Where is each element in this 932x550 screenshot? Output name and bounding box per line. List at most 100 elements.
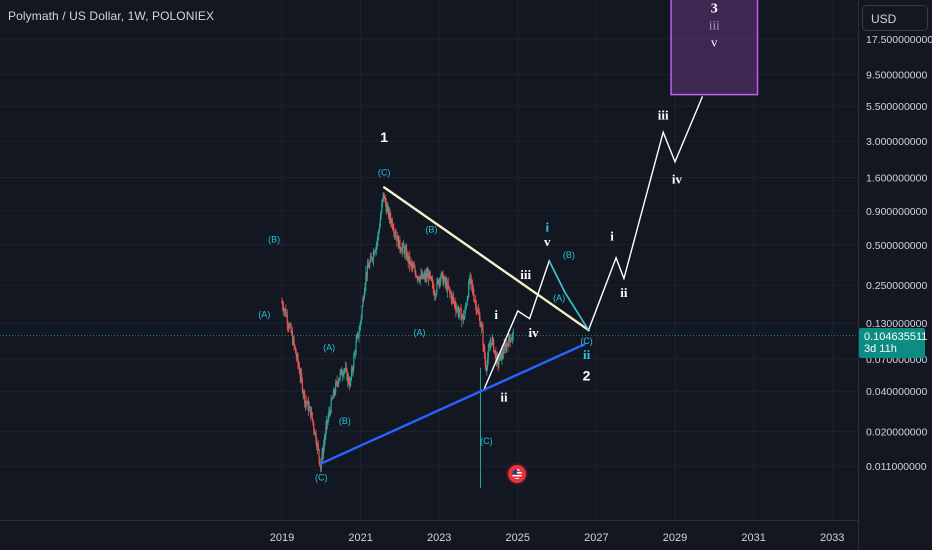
candle-body: [367, 264, 369, 267]
candle-body: [293, 338, 295, 346]
candle-body: [369, 262, 371, 268]
candle-body: [300, 373, 302, 377]
candle-body: [346, 369, 348, 381]
candle-body: [437, 280, 439, 282]
candle-body: [481, 324, 483, 330]
candle-body: [497, 358, 499, 365]
candle-body: [288, 325, 291, 328]
us-flag-event-icon[interactable]: [506, 463, 528, 485]
candle-body: [415, 276, 418, 278]
candle-body: [321, 451, 323, 462]
candle-body: [423, 276, 425, 279]
candle-body: [398, 239, 400, 248]
candle-body: [387, 207, 389, 209]
candle-body: [400, 250, 403, 252]
candle-body: [488, 347, 490, 350]
wave-label: 2: [583, 368, 591, 384]
candle-body: [331, 399, 333, 401]
candle-body: [377, 234, 379, 241]
candle-body: [470, 274, 472, 279]
candle-body: [372, 251, 375, 260]
candle-body: [396, 236, 398, 242]
candle-body: [384, 197, 387, 204]
y-tick-label: 0.900000000: [866, 206, 927, 218]
target-box-label: 3: [711, 1, 718, 16]
bar-countdown: 3d 11h: [864, 343, 897, 355]
candle-body: [342, 374, 344, 376]
candle-body: [501, 351, 503, 360]
candle-body: [382, 192, 384, 199]
candle-body: [459, 308, 461, 310]
candle-body: [384, 197, 386, 200]
candle-body: [448, 287, 450, 289]
candle-body: [360, 316, 362, 322]
candle-body: [505, 344, 507, 350]
candle-body: [430, 276, 432, 278]
candle-body: [467, 297, 469, 300]
candle-body: [405, 248, 407, 250]
price-chart[interactable]: 3iiiv1(C)(B)(A)(A)(B)(C)(B)(A)(C)iiiiiii…: [0, 0, 858, 520]
candle-body: [445, 281, 447, 284]
chart-area[interactable]: 3 iii v 1 (C) (B) (A) (A) (B) (C) (B) (A) (C) i ii iii i…: [0, 0, 858, 520]
x-tick-label: 2033: [820, 532, 844, 544]
candle-body: [283, 309, 285, 312]
candle-body: [458, 312, 460, 315]
candle-body: [391, 220, 393, 228]
candle-body: [312, 419, 314, 424]
currency-selector-button[interactable]: USD: [862, 5, 928, 31]
candle-body: [313, 423, 315, 430]
candle-body: [462, 314, 464, 321]
candle-body: [421, 274, 424, 278]
candle-body: [347, 375, 350, 383]
candle-body: [495, 351, 497, 362]
candle-body: [320, 461, 322, 469]
candle-body: [437, 280, 440, 285]
candle-body: [441, 272, 443, 274]
candle-body: [354, 352, 356, 354]
candle-body: [486, 358, 489, 367]
time-axis-labels: 2019 2021 2023 2025 2027 2029 2031 2033: [270, 532, 845, 544]
candle-body: [315, 432, 317, 443]
candle-body: [285, 308, 287, 316]
candle-body: [480, 326, 482, 327]
price-axis[interactable]: [858, 0, 932, 550]
candle-body: [332, 390, 334, 398]
candle-body: [498, 360, 500, 365]
candle-body: [484, 357, 486, 366]
target-zone-box: [670, 0, 759, 96]
candle-body: [431, 280, 433, 283]
wave-label: ii: [620, 285, 628, 300]
candle-body: [287, 323, 289, 326]
candle-body: [477, 310, 479, 312]
candle-body: [290, 324, 292, 333]
candle-body: [307, 401, 309, 404]
wave-label: v: [544, 234, 551, 249]
candle-body: [491, 337, 493, 344]
time-axis[interactable]: 2019 2021 2023 2025 2027 2029 2031 2033: [0, 520, 858, 550]
candle-body: [395, 235, 397, 237]
candle-body: [373, 251, 375, 255]
candle-body: [504, 344, 506, 346]
candle-body: [291, 333, 294, 344]
candle-body: [511, 333, 514, 339]
candle-body: [339, 372, 341, 378]
candle-body: [327, 417, 329, 423]
candle-body: [322, 451, 324, 455]
candle-body: [390, 220, 393, 224]
candle-body: [381, 198, 384, 205]
candle-body: [449, 291, 452, 294]
candle-body: [296, 355, 298, 358]
candle-body: [388, 211, 390, 217]
candle-body: [306, 402, 308, 404]
candle-body: [465, 305, 468, 307]
candle-body: [419, 276, 421, 281]
candle-body: [403, 247, 406, 255]
candle-body: [316, 442, 318, 448]
candle-body: [494, 350, 496, 352]
candle-body: [310, 412, 313, 417]
x-tick-label: 2031: [741, 532, 765, 544]
candle-body: [329, 411, 331, 413]
candle-body: [289, 324, 291, 326]
candle-body: [500, 352, 502, 360]
candle-body: [389, 211, 391, 219]
